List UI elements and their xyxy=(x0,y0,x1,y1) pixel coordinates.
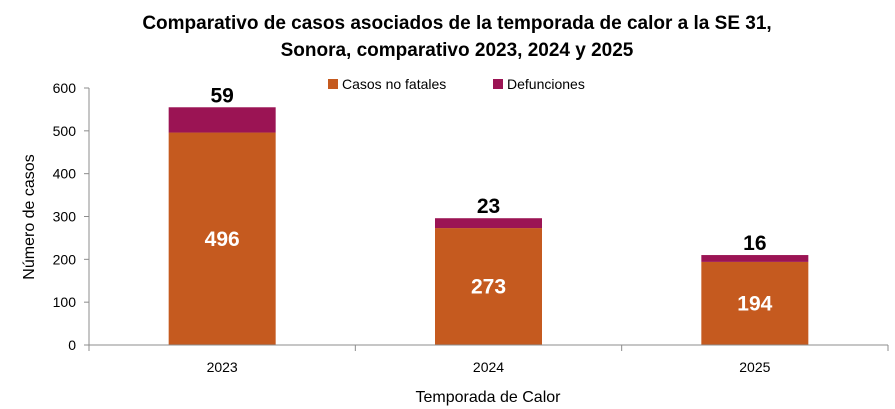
y-tick-label: 600 xyxy=(53,80,77,96)
legend-swatch-defunciones xyxy=(493,79,503,89)
x-tick-label: 2023 xyxy=(207,359,238,375)
data-label-casos-no-fatales-2023: 496 xyxy=(205,228,240,251)
y-tick-label: 100 xyxy=(53,294,77,310)
x-tick-label: 2025 xyxy=(739,359,770,375)
legend-label-defunciones: Defunciones xyxy=(507,76,585,92)
bar-casos-no-fatales-2025 xyxy=(701,261,809,345)
data-label-defunciones-2025: 16 xyxy=(743,232,766,255)
x-tick-label: 2024 xyxy=(473,359,504,375)
y-tick-label: 400 xyxy=(53,166,77,182)
legend: Casos no fatales Defunciones xyxy=(328,76,585,92)
legend-label-casos-no-fatales: Casos no fatales xyxy=(342,76,446,92)
bar-defunciones-2023 xyxy=(168,107,276,133)
data-label-defunciones-2023: 59 xyxy=(210,84,233,107)
bar-defunciones-2025 xyxy=(701,255,809,262)
bar-casos-no-fatales-2023 xyxy=(168,132,276,345)
y-axis-title: Número de casos xyxy=(21,154,38,279)
y-tick-label: 0 xyxy=(68,337,76,353)
data-label-defunciones-2024: 23 xyxy=(477,195,500,218)
y-tick-label: 300 xyxy=(53,209,77,225)
y-axis-ticks: 0 100 200 300 400 500 600 xyxy=(53,80,89,353)
y-tick-label: 500 xyxy=(53,123,77,139)
bar-defunciones-2024 xyxy=(435,218,542,229)
chart-title: Comparativo de casos asociados de la tem… xyxy=(142,13,771,34)
legend-swatch-casos-no-fatales xyxy=(328,79,338,89)
x-axis-title: Temporada de Calor xyxy=(416,389,562,406)
y-tick-label: 200 xyxy=(53,251,77,267)
chart-subtitle: Sonora, comparativo 2023, 2024 y 2025 xyxy=(281,40,634,61)
bar-casos-no-fatales-2024 xyxy=(435,228,542,345)
bars: 496 59 273 23 194 16 xyxy=(168,84,809,345)
data-label-casos-no-fatales-2024: 273 xyxy=(471,276,506,299)
x-axis-ticks: 2023 2024 2025 xyxy=(88,345,889,375)
data-label-casos-no-fatales-2025: 194 xyxy=(737,292,772,315)
